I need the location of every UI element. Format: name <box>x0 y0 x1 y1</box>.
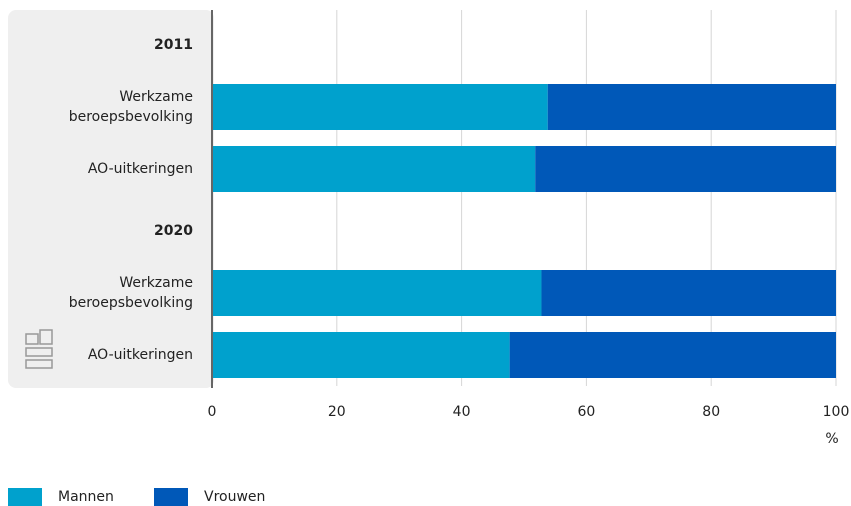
x-tick-label: 20 <box>328 404 346 420</box>
category-label: Werkzame beroepsbevolking <box>68 275 193 311</box>
group-label: 2020 <box>154 223 193 239</box>
bar-segment <box>535 146 836 192</box>
bar-segment <box>212 270 542 316</box>
category-label: AO-uitkeringen <box>87 161 193 177</box>
logo <box>25 329 53 369</box>
bar-segment <box>547 84 836 130</box>
legend-label: Mannen <box>58 489 114 505</box>
legend-swatch <box>154 488 188 506</box>
bar-segment <box>212 84 548 130</box>
bar-segment <box>541 270 836 316</box>
bar-segment <box>212 146 536 192</box>
x-tick-label: 60 <box>577 404 595 420</box>
x-tick-label: 0 <box>208 404 217 420</box>
legend-label: Vrouwen <box>204 489 265 505</box>
bar-segment <box>212 332 510 378</box>
label-panel <box>8 10 214 388</box>
x-tick-label: 80 <box>702 404 720 420</box>
x-tick-label: 100 <box>823 404 850 420</box>
group-label: 2011 <box>154 37 193 53</box>
bar-segment <box>509 332 836 378</box>
category-label: Werkzame beroepsbevolking <box>68 89 193 125</box>
legend-swatch <box>8 488 42 506</box>
x-unit: % <box>825 431 838 447</box>
category-label: AO-uitkeringen <box>87 347 193 363</box>
x-tick-label: 40 <box>453 404 471 420</box>
